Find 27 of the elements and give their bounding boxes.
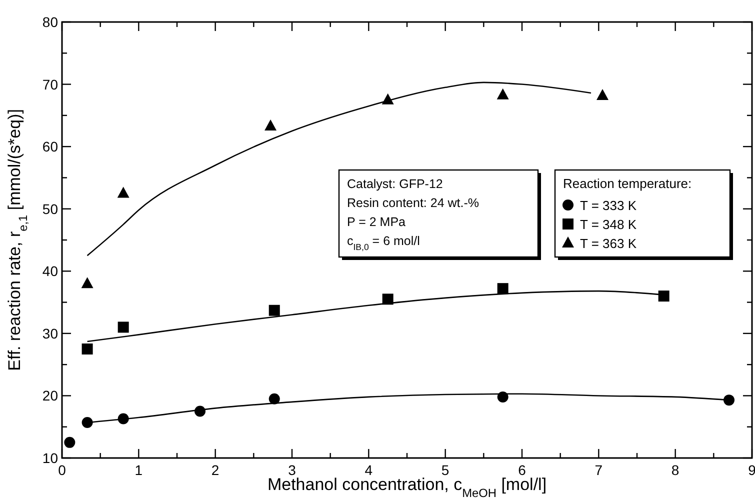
legend-label: T = 348 K: [580, 217, 637, 232]
annotation: P = 2 MPa: [347, 215, 406, 229]
y-tick-label: 50: [42, 200, 58, 217]
y-tick-label: 60: [42, 138, 58, 155]
y-tick-label: 10: [42, 450, 58, 466]
x-axis-title: Methanol concentration, c$_{MeOH}$ [mol/l]: [267, 475, 547, 500]
y-tick-label: 40: [42, 263, 58, 280]
x-tick-label: 0: [58, 462, 66, 478]
legend-label: T = 363 K: [580, 236, 637, 251]
x-tick-label: 5: [441, 462, 450, 478]
x-tick-label: 6: [518, 462, 526, 478]
y-tick-label: 20: [42, 388, 58, 404]
annotation: c$_{IB,0}$ = 6 mol/l: [347, 234, 420, 252]
y-tick-label: 80: [42, 14, 58, 30]
x-tick-label: 3: [288, 462, 296, 478]
x-tick-label: 1: [134, 462, 143, 478]
x-tick-label: 2: [211, 462, 220, 478]
legend-label: T = 333 K: [580, 198, 637, 213]
x-tick-label: 4: [364, 462, 373, 478]
x-tick-label: 8: [671, 462, 680, 478]
annotation: Catalyst: GFP-12: [347, 177, 443, 191]
y-tick-label: 30: [42, 325, 58, 342]
legend-title: Reaction temperature:: [563, 176, 692, 191]
x-tick-label: 7: [594, 462, 603, 478]
y-tick-label: 70: [42, 76, 58, 92]
annotation: Resin content: 24 wt.-%: [347, 196, 480, 210]
x-tick-label: 9: [748, 462, 755, 478]
